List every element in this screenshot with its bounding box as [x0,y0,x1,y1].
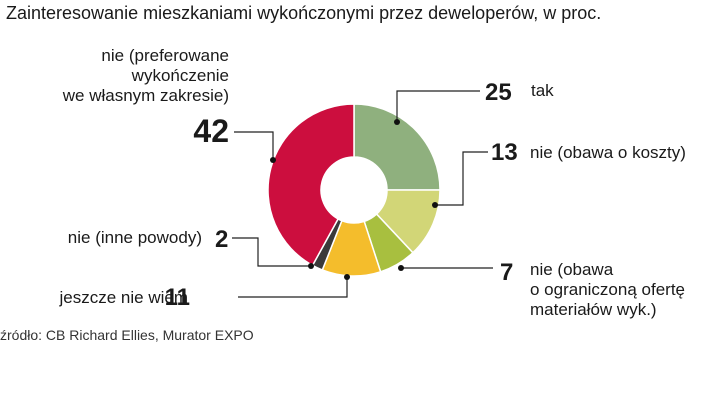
slice-label-0-line-0: tak [531,81,554,100]
leader-line-1 [435,151,488,206]
slice-labels: 25 tak 13 nie (obawa o koszty) 7 nie (obawao … [59,46,686,319]
data-label-4: 2 [215,226,228,253]
slice-label-5-line-1: wykończenie [131,66,229,85]
leader-line-5 [234,131,274,160]
leader-line-4 [232,237,311,267]
leader-line-3 [238,277,348,298]
leader-dot-4 [308,263,314,269]
leader-line-0 [396,90,480,122]
data-label-0: 25 [485,79,512,106]
leader-dot-1 [432,202,438,208]
chart-title: Zainteresowanie mieszkaniami wykończonym… [6,3,602,23]
slice-label-5-line-2: we własnym zakresie) [62,86,229,105]
slice-label-1-line-0: nie (obawa o koszty) [530,143,686,162]
slice-0 [353,103,441,191]
slice-label-2-line-0: nie (obawa [530,260,614,279]
leader-dot-0 [394,119,400,125]
slice-label-3-line-0: jeszcze nie wiem [59,288,189,307]
slice-label-2-line-1: o ograniczoną ofertę [530,280,685,299]
data-label-2: 7 [500,259,513,286]
leader-dot-3 [344,274,350,280]
slice-label-4-line-0: nie (inne powody) [68,228,202,247]
data-label-5: 42 [193,113,229,149]
slice-label-5-line-0: nie (preferowane [101,46,229,65]
donut-slices [267,103,441,277]
data-label-1: 13 [491,139,518,166]
leader-lines [232,90,493,298]
data-label-3: 11 [165,284,190,311]
source-note: źródło: CB Richard Ellies, Murator EXPO [0,327,254,343]
slice-5 [267,103,355,267]
leader-dot-5 [270,157,276,163]
slice-label-2-line-2: materiałów wyk.) [530,300,657,319]
leader-dot-2 [398,265,404,271]
